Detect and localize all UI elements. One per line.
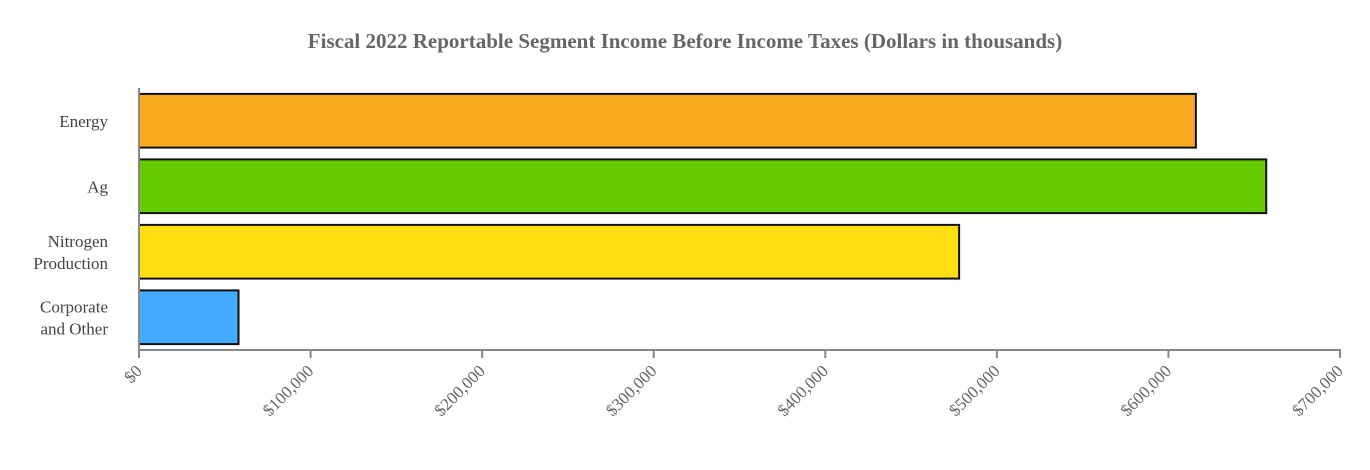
category-label: Energy bbox=[59, 112, 108, 131]
x-tick-label: $400,000 bbox=[774, 361, 833, 420]
x-tick-label: $500,000 bbox=[945, 361, 1004, 420]
x-tick-label: $200,000 bbox=[430, 361, 489, 420]
category-label: Corporate and Other bbox=[40, 297, 108, 338]
x-tick-label: $100,000 bbox=[259, 361, 318, 420]
x-axis-ticks: $0 $100,000 $200,000 $300,000 $400,000 $500,0… bbox=[120, 350, 1347, 420]
bar-nitrogen-production bbox=[138, 223, 961, 280]
bar-energy bbox=[138, 92, 1197, 149]
bar-corporate-and-other bbox=[138, 289, 240, 346]
category-label: Nitrogen Production bbox=[33, 232, 108, 273]
bars-group bbox=[138, 92, 1268, 346]
bar-ag bbox=[138, 158, 1268, 215]
x-tick-label: $0 bbox=[120, 361, 145, 386]
category-labels: Energy Ag Nitrogen Production Corporate and O… bbox=[33, 112, 108, 339]
x-tick-label: $600,000 bbox=[1117, 361, 1176, 420]
category-label: Ag bbox=[87, 177, 108, 196]
chart-title: Fiscal 2022 Reportable Segment Income Be… bbox=[308, 29, 1062, 53]
x-tick-label: $300,000 bbox=[602, 361, 661, 420]
x-tick-label: $700,000 bbox=[1288, 361, 1347, 420]
